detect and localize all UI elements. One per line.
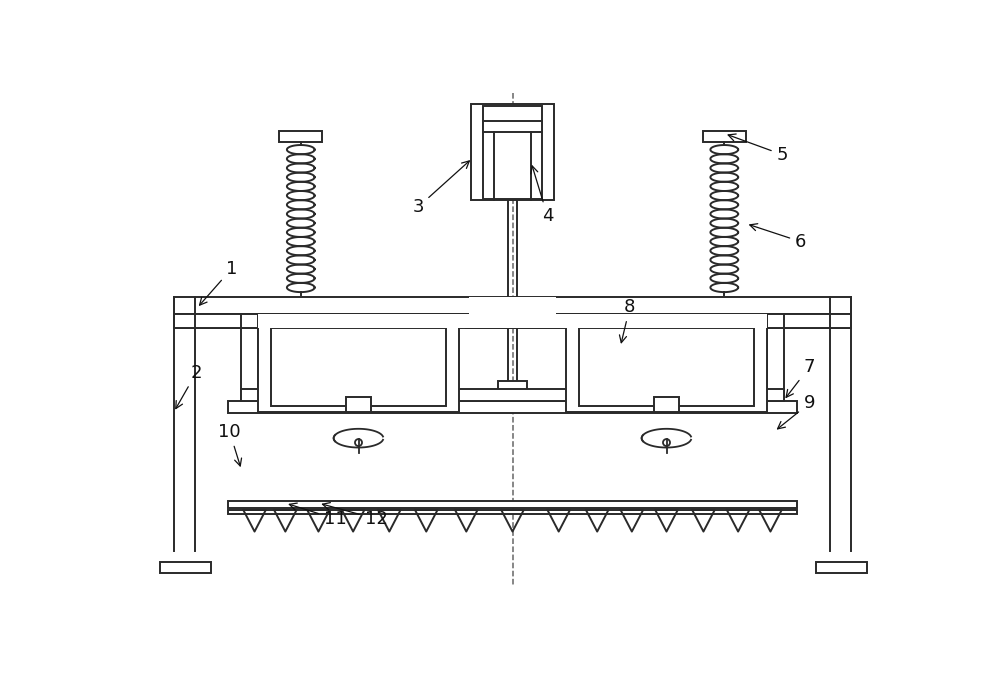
Bar — [160, 562, 211, 573]
Bar — [174, 297, 851, 314]
Text: 3: 3 — [412, 161, 469, 216]
Bar — [483, 121, 542, 132]
Bar — [466, 314, 559, 327]
Bar — [228, 510, 797, 514]
Bar — [498, 381, 527, 398]
Bar — [483, 105, 542, 199]
Text: 4: 4 — [531, 166, 553, 225]
Bar — [279, 131, 322, 142]
Bar — [579, 327, 754, 406]
Bar — [241, 389, 784, 401]
Text: 6: 6 — [750, 224, 806, 251]
Bar — [703, 131, 746, 142]
Text: 10: 10 — [218, 423, 242, 466]
Text: 5: 5 — [728, 134, 788, 164]
Bar — [466, 314, 559, 326]
Text: 1: 1 — [200, 260, 237, 305]
Text: 8: 8 — [619, 298, 636, 343]
Text: 7: 7 — [786, 358, 815, 397]
Text: 9: 9 — [778, 394, 815, 429]
Bar — [654, 397, 679, 412]
Bar — [767, 314, 851, 327]
Bar — [174, 314, 851, 327]
Bar — [258, 320, 459, 412]
Bar — [346, 397, 371, 412]
Bar — [469, 297, 556, 314]
Text: 2: 2 — [176, 364, 202, 408]
Bar — [471, 104, 554, 201]
Bar — [566, 320, 767, 412]
Text: 11: 11 — [289, 503, 347, 528]
Bar — [816, 562, 867, 573]
Bar — [174, 314, 258, 327]
Text: 12: 12 — [322, 503, 388, 528]
Bar — [228, 501, 797, 508]
Bar — [228, 401, 797, 413]
Bar — [258, 314, 767, 327]
Bar — [271, 327, 446, 406]
